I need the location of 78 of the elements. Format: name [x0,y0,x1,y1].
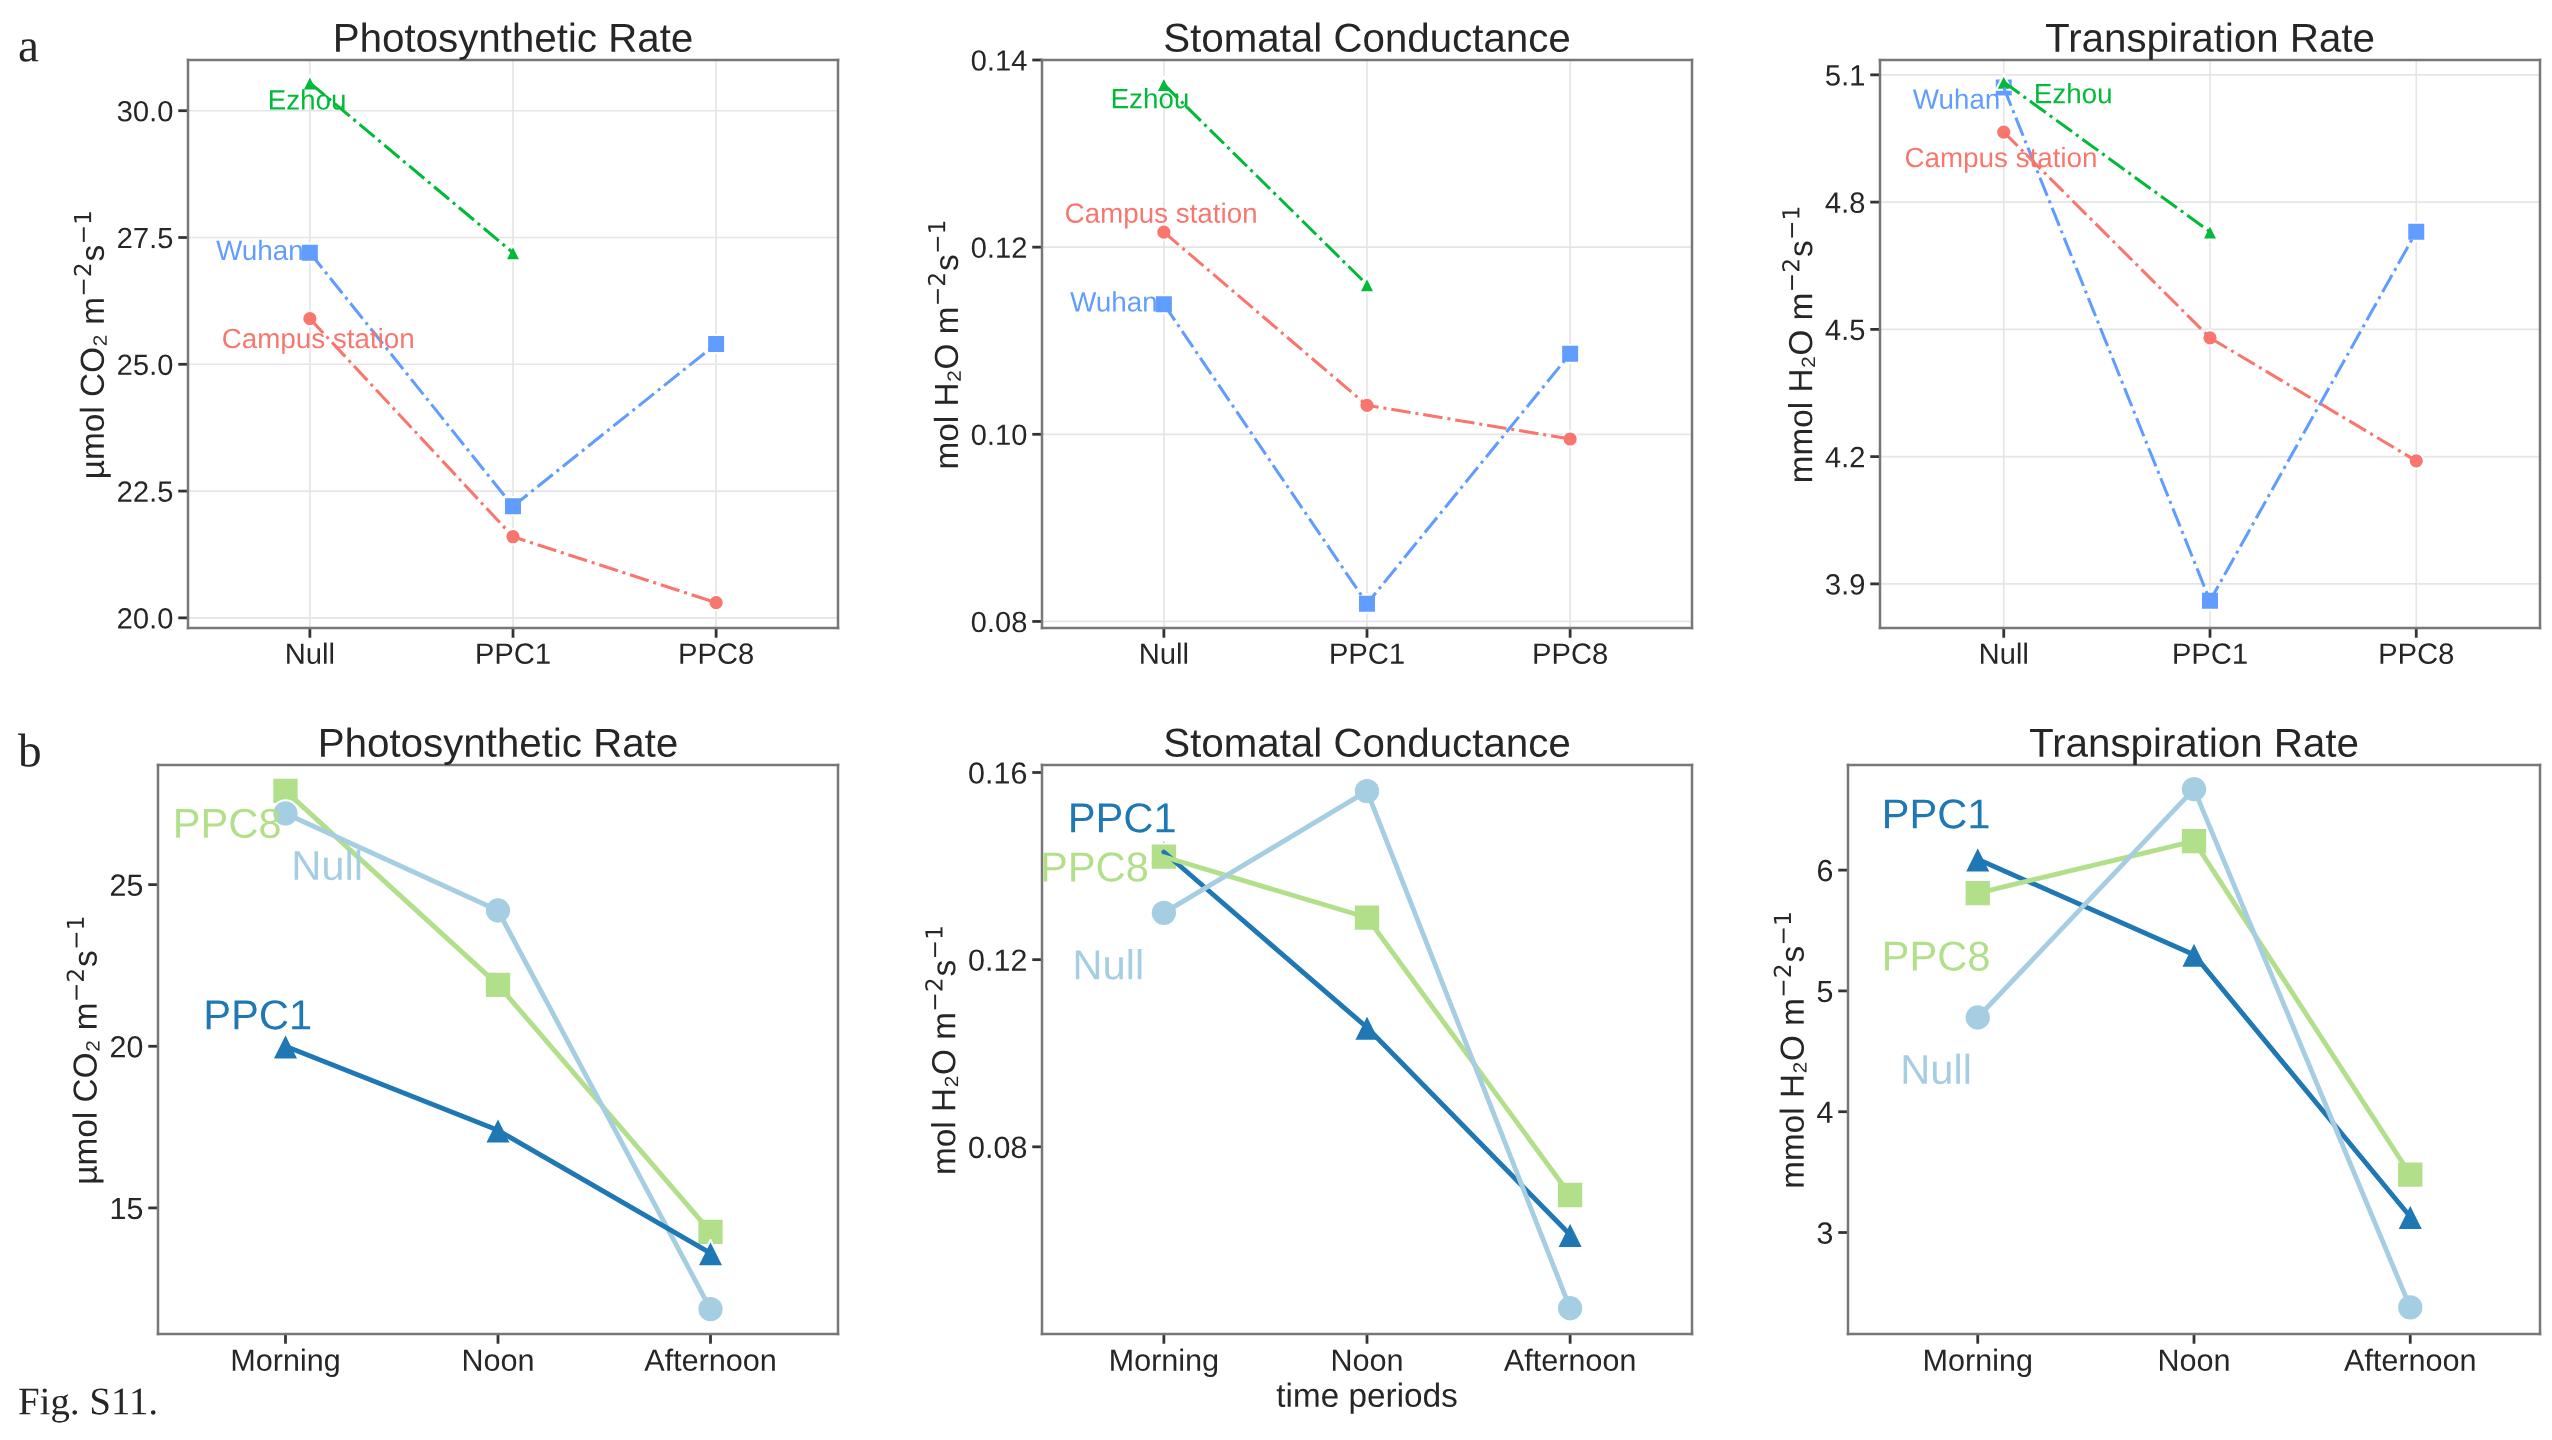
y-axis-title: µmol CO₂ m$^{−2}$s$^{−1}$ [73,212,111,477]
y-tick-label: 3.9 [1825,574,1865,595]
x-tick-label: PPC8 [1534,643,1607,665]
x-tick-label: Noon [2159,1349,2229,1372]
x-tick-label: Afternoon [2344,1348,2475,1372]
point [707,593,725,612]
y-axis-title: mmol H₂O m$^{−2}$s$^{−1}$ [1782,207,1815,482]
y-tick-label: 0.08 [969,1136,1027,1159]
y-tick-label: 0.12 [969,949,1026,972]
text: b [18,733,40,767]
y-axis-title: mol H₂O m$^{−2}$s$^{−1}$ [927,221,961,468]
chart-title: Stomatal Conductance [1165,22,1569,53]
series-label: Null [1075,949,1142,980]
y-tick-label: 0.08 [971,611,1027,633]
chart-title: Transpiration Rate [2046,22,2374,61]
y-tick-label: 6 [1817,859,1833,882]
y-axis-title: mol H₂O m$^{−2}$s$^{−1}$ [925,927,959,1173]
y-tick-label: 20 [110,1036,143,1058]
series-label: PPC8 [1885,941,1989,971]
caption: Fig. S11. [19,1388,156,1423]
x-tick-label: Afternoon [1503,1348,1635,1372]
series-label: Ezhou [1112,88,1188,109]
y-tick-label: 4.5 [1825,319,1865,341]
y-tick-label: 0.10 [971,424,1027,446]
y-axis-title: µmol CO₂ m$^{−2}$s$^{−1}$ [66,917,104,1183]
y-tick-label: 15 [111,1197,143,1220]
y-tick-label: 4.2 [1825,446,1864,468]
series-label: PPC8 [176,808,280,839]
x-tick-label: Noon [1332,1349,1402,1372]
text: a [19,39,39,62]
y-tick-label: 5 [1817,980,1833,1003]
y-tick-label: 4 [1817,1101,1833,1123]
y-tick-label: 5.1 [1826,65,1864,86]
x-tick-label: PPC1 [1331,643,1404,665]
x-tick-label: Morning [1111,1348,1218,1378]
series-label: Ezhou [270,89,345,110]
y-tick-label: 30.0 [117,100,173,122]
series-label: Null [294,849,361,881]
x-tick-label: Null [1141,642,1188,665]
chart-title: Photosynthetic Rate [336,22,692,61]
x-tick-label: PPC1 [477,643,550,665]
y-tick-label: 3 [1817,1222,1833,1244]
point [1560,343,1581,364]
series-label: Null [1903,1053,1970,1085]
y-tick-label: 22.5 [118,481,173,502]
series-label: Campus station [1066,202,1256,229]
y-tick-label: 0.14 [971,50,1027,71]
y-axis-title: mmol H₂O m$^{−2}$s$^{−1}$ [1773,913,1807,1187]
x-axis-title: time periods [1276,1382,1457,1414]
x-tick-label: Null [287,642,334,665]
x-tick-label: Morning [232,1348,339,1378]
chart-title: Stomatal Conductance [1165,727,1569,758]
x-tick-label: Morning [1925,1348,2031,1378]
y-tick-label: 0.16 [969,762,1027,784]
point [706,333,727,355]
series-label: Wuhan [1070,291,1156,312]
x-tick-label: PPC8 [680,643,753,665]
y-tick-label: 27.5 [118,227,173,249]
chart-title: Transpiration Rate [2030,727,2358,766]
x-tick-label: PPC1 [2174,643,2247,665]
x-tick-label: Null [1981,642,2027,665]
chart-title: Photosynthetic Rate [321,727,677,766]
point [2406,221,2427,242]
series-label: PPC1 [206,1000,311,1030]
y-tick-label: 0.12 [971,237,1026,259]
series-label: PPC1 [1885,799,1989,829]
y-tick-label: 25 [110,874,143,896]
y-tick-label: 25.0 [118,354,173,376]
x-tick-label: PPC8 [2380,643,2454,665]
series-label: Wuhan [216,239,302,261]
series-label: Ezhou [2036,83,2111,104]
series-label: Wuhan [1912,88,1999,109]
x-tick-label: Noon [463,1349,533,1372]
y-tick-label: 20.0 [118,608,173,629]
series-label: PPC1 [1071,803,1175,833]
x-tick-label: Afternoon [644,1348,775,1372]
series-label: PPC8 [1043,852,1148,882]
y-tick-label: 4.8 [1825,192,1865,213]
